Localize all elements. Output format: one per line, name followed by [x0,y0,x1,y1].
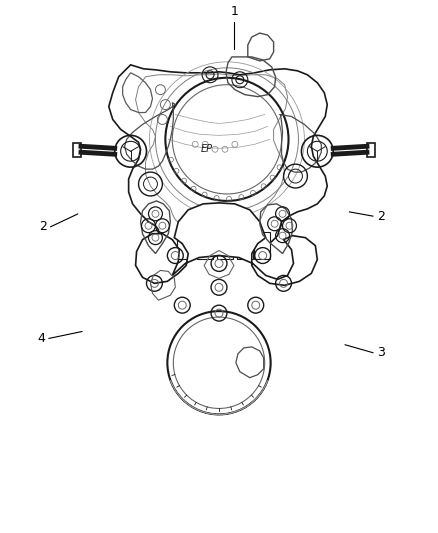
Bar [217,232,233,260]
Bar [237,232,253,260]
Text: EP: EP [201,144,213,154]
Bar [177,232,193,260]
Text: 1: 1 [230,5,238,18]
Polygon shape [73,143,81,157]
Text: 3: 3 [377,346,385,359]
Polygon shape [136,203,317,285]
Text: 2: 2 [39,220,47,233]
Text: 2: 2 [377,209,385,223]
Text: 4: 4 [37,332,45,345]
Bar [197,232,213,260]
Polygon shape [367,143,375,157]
Bar [254,232,270,260]
